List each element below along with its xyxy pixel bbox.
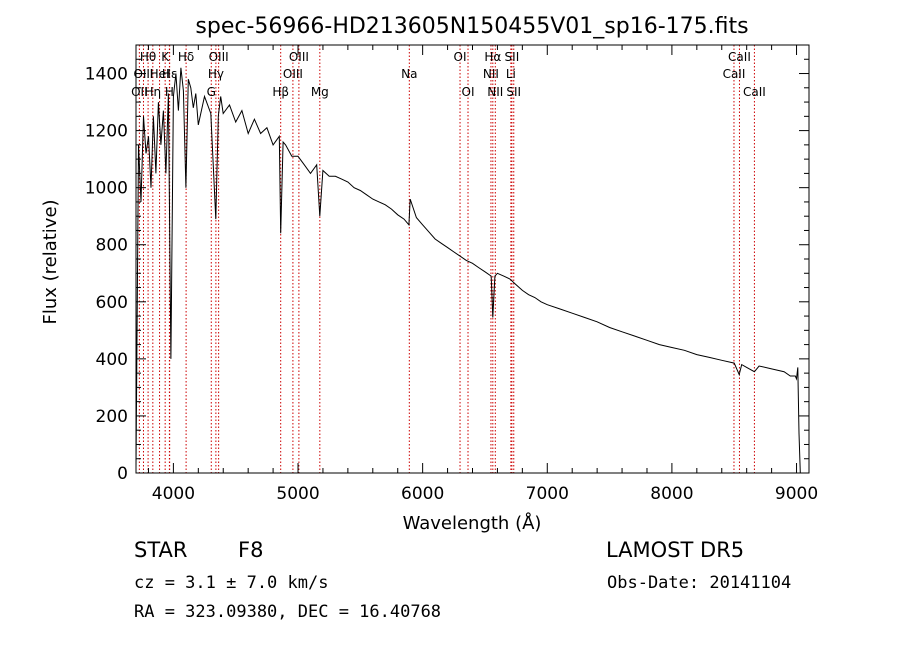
line-label: Li (506, 67, 516, 81)
line-label: OI (454, 50, 467, 64)
y-tick-label: 1400 (85, 65, 128, 85)
line-label: Hθ (140, 50, 156, 64)
chart-title: spec-56966-HD213605N150455V01_sp16-175.f… (195, 14, 748, 39)
x-tick-label: 4000 (152, 484, 195, 504)
y-axis-label: Flux (relative) (40, 199, 61, 324)
line-label: OIII (289, 50, 309, 64)
line-label: HeI (150, 67, 170, 81)
line-label: CaII (723, 67, 746, 81)
line-label: H (165, 85, 174, 99)
spectral-line-labels: OIIOIIIHθHηHeIKHHεHδGHγOIIIHβOIIIOIIIMgN… (131, 50, 766, 99)
y-tick-label: 200 (96, 407, 128, 427)
line-label: Mg (311, 85, 329, 99)
line-label: OII (131, 85, 148, 99)
y-tick-label: 0 (117, 464, 128, 484)
y-tick-label: 600 (96, 293, 128, 313)
object-subclass: F8 (238, 538, 264, 562)
y-tick-label: 1000 (85, 179, 128, 199)
y-tick-label: 400 (96, 350, 128, 370)
line-label: CaII (743, 85, 766, 99)
line-label: K (161, 50, 170, 64)
line-label: NII (487, 85, 503, 99)
line-label: Hα (484, 50, 501, 64)
coordinates-readout: RA = 323.09380, DEC = 16.40768 (134, 602, 442, 622)
object-type: STAR (134, 538, 188, 562)
x-tick-label: 6000 (401, 484, 444, 504)
line-label: Hη (145, 85, 162, 99)
line-label: OIII (209, 50, 229, 64)
x-tick-label: 8000 (650, 484, 693, 504)
spectrum-line (135, 67, 801, 474)
line-label: SII (506, 85, 521, 99)
y-axis-ticks: 0 200 400 600 800 1000 1200 1400 (85, 44, 809, 484)
y-tick-label: 800 (96, 236, 128, 256)
line-label: NII (483, 67, 499, 81)
line-label: Na (401, 67, 417, 81)
x-tick-label: 7000 (526, 484, 569, 504)
line-label: G (207, 85, 216, 99)
survey-name: LAMOST DR5 (606, 538, 745, 562)
redshift-readout: cz = 3.1 ± 7.0 km/s (134, 573, 329, 593)
x-tick-label: 5000 (276, 484, 319, 504)
line-label: SII (505, 50, 520, 64)
line-label: Hδ (178, 50, 194, 64)
line-label: Hγ (208, 67, 224, 81)
plot-frame (135, 44, 810, 474)
x-tick-label: 9000 (775, 484, 818, 504)
x-axis-ticks: 4000 5000 6000 7000 8000 9000 (147, 45, 818, 504)
line-label: Hε (162, 67, 178, 81)
spectral-line-markers (138, 45, 755, 473)
line-label: Hβ (272, 85, 289, 99)
line-label: OIII (283, 67, 303, 81)
line-label: CaII (728, 50, 751, 64)
observation-date: Obs-Date: 20141104 (607, 573, 792, 593)
x-axis-label: Wavelength (Å) (403, 512, 542, 534)
spectrum-chart: spec-56966-HD213605N150455V01_sp16-175.f… (40, 14, 818, 534)
y-tick-label: 1200 (85, 122, 128, 142)
line-label: OI (462, 85, 475, 99)
